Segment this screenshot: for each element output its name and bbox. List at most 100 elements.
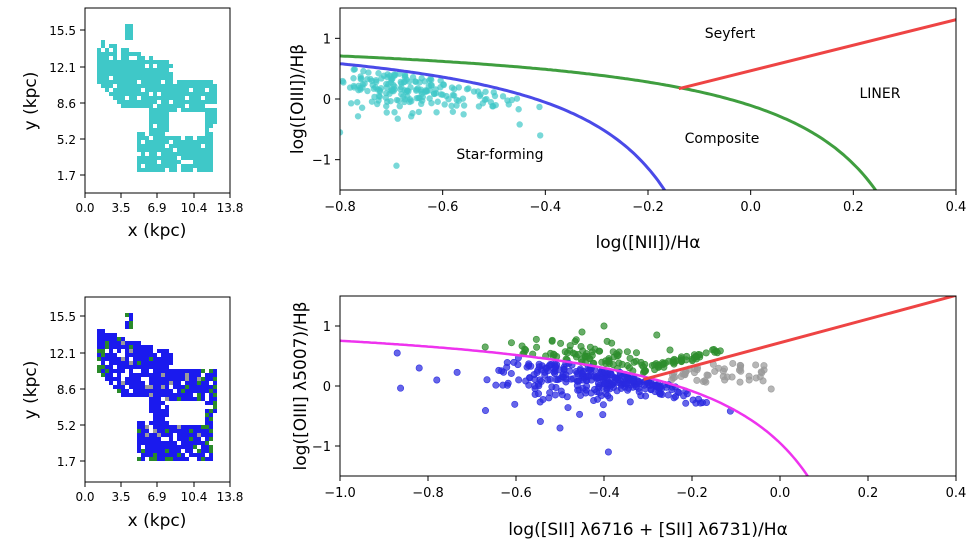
map-pixel xyxy=(201,100,205,104)
map-pixel xyxy=(205,425,209,429)
map-pixel xyxy=(105,341,109,345)
map-pixel xyxy=(201,397,205,401)
x-tick-label: −1.0 xyxy=(324,486,356,501)
map-pixel xyxy=(109,381,113,385)
map-pixel xyxy=(205,457,209,461)
map-pixel xyxy=(153,120,157,124)
map-pixel xyxy=(113,341,117,345)
map-pixel xyxy=(185,441,189,445)
map-pixel xyxy=(133,361,137,365)
map-pixel xyxy=(161,417,165,421)
map-pixel xyxy=(201,160,205,164)
data-point xyxy=(572,368,580,376)
map-pixel xyxy=(157,84,161,88)
map-pixel xyxy=(101,64,105,68)
map-pixel xyxy=(185,108,189,112)
map-pixel xyxy=(145,68,149,72)
map-pixel xyxy=(161,124,165,128)
data-point xyxy=(654,363,662,371)
map-pixel xyxy=(209,80,213,84)
map-pixel xyxy=(129,24,133,28)
map-pixel xyxy=(117,100,121,104)
map-pixel xyxy=(141,457,145,461)
map-pixel xyxy=(193,152,197,156)
map-pixel xyxy=(169,389,173,393)
map-pixel xyxy=(145,353,149,357)
map-pixel xyxy=(213,88,217,92)
data-point xyxy=(455,84,463,91)
map-pixel xyxy=(193,437,197,441)
map-pixel xyxy=(149,120,153,124)
map-pixel xyxy=(185,369,189,373)
map-pixel xyxy=(197,108,201,112)
data-point xyxy=(415,108,423,116)
map-pixel xyxy=(145,160,149,164)
map-pixel xyxy=(141,84,145,88)
map-pixel xyxy=(201,140,205,144)
data-point xyxy=(550,351,558,359)
map-pixel xyxy=(201,457,205,461)
map-pixel xyxy=(193,369,197,373)
map-pixel xyxy=(145,373,149,377)
map-pixel xyxy=(185,457,189,461)
data-point xyxy=(449,108,457,115)
map-pixel xyxy=(193,88,197,92)
map-pixel xyxy=(165,405,169,409)
map-pixel xyxy=(157,144,161,148)
map-pixel xyxy=(185,92,189,96)
map-pixel xyxy=(97,341,101,345)
data-point xyxy=(360,67,367,75)
region-label-liner: LINER xyxy=(860,86,901,102)
map-pixel xyxy=(189,100,193,104)
map-pixel xyxy=(161,132,165,136)
data-point xyxy=(391,109,398,116)
map-pixel xyxy=(97,60,101,64)
data-point xyxy=(623,348,631,356)
map-pixel xyxy=(177,393,181,397)
map-pixel xyxy=(149,76,153,80)
map-pixel xyxy=(161,385,165,389)
map-pixel xyxy=(109,349,113,353)
map-pixel xyxy=(197,144,201,148)
map-pixel xyxy=(137,381,141,385)
data-point xyxy=(578,328,586,336)
map-pixel xyxy=(193,377,197,381)
map-pixel xyxy=(141,449,145,453)
map-pixel xyxy=(133,52,137,56)
map-pixel xyxy=(189,441,193,445)
map-pixel xyxy=(197,160,201,164)
map-pixel xyxy=(121,393,125,397)
map-pixel xyxy=(161,413,165,417)
data-point xyxy=(551,391,559,399)
data-point xyxy=(374,100,381,108)
map-pixel xyxy=(133,72,137,76)
map-pixel xyxy=(169,148,173,152)
map-pixel xyxy=(125,64,129,68)
map-top-ylabel: y (kpc) xyxy=(21,72,41,131)
map-pixel xyxy=(133,64,137,68)
map-pixel xyxy=(149,68,153,72)
map-pixel xyxy=(157,120,161,124)
bpt-sii-panel: −1.0 −0.8 −0.6 −0.4 −0.2 0.0 0.2 0.4 1 0 −1 log([S… xyxy=(291,295,966,540)
data-point xyxy=(368,98,376,105)
map-pixel xyxy=(149,445,153,449)
bpt-nii-points xyxy=(340,66,544,169)
map-pixel xyxy=(161,425,165,429)
map-pixel xyxy=(161,84,165,88)
data-point xyxy=(460,111,467,118)
map-pixel xyxy=(189,168,193,172)
map-pixel xyxy=(105,357,109,361)
map-pixel xyxy=(137,88,141,92)
map-pixel xyxy=(201,84,205,88)
map-pixel xyxy=(141,168,145,172)
map-pixel xyxy=(197,397,201,401)
map-pixel xyxy=(157,124,161,128)
map-pixel xyxy=(177,381,181,385)
map-pixel xyxy=(129,52,133,56)
map-pixel xyxy=(141,56,145,60)
map-pixel xyxy=(165,80,169,84)
map-pixel xyxy=(129,313,133,317)
map-pixel xyxy=(153,413,157,417)
map-pixel xyxy=(105,72,109,76)
